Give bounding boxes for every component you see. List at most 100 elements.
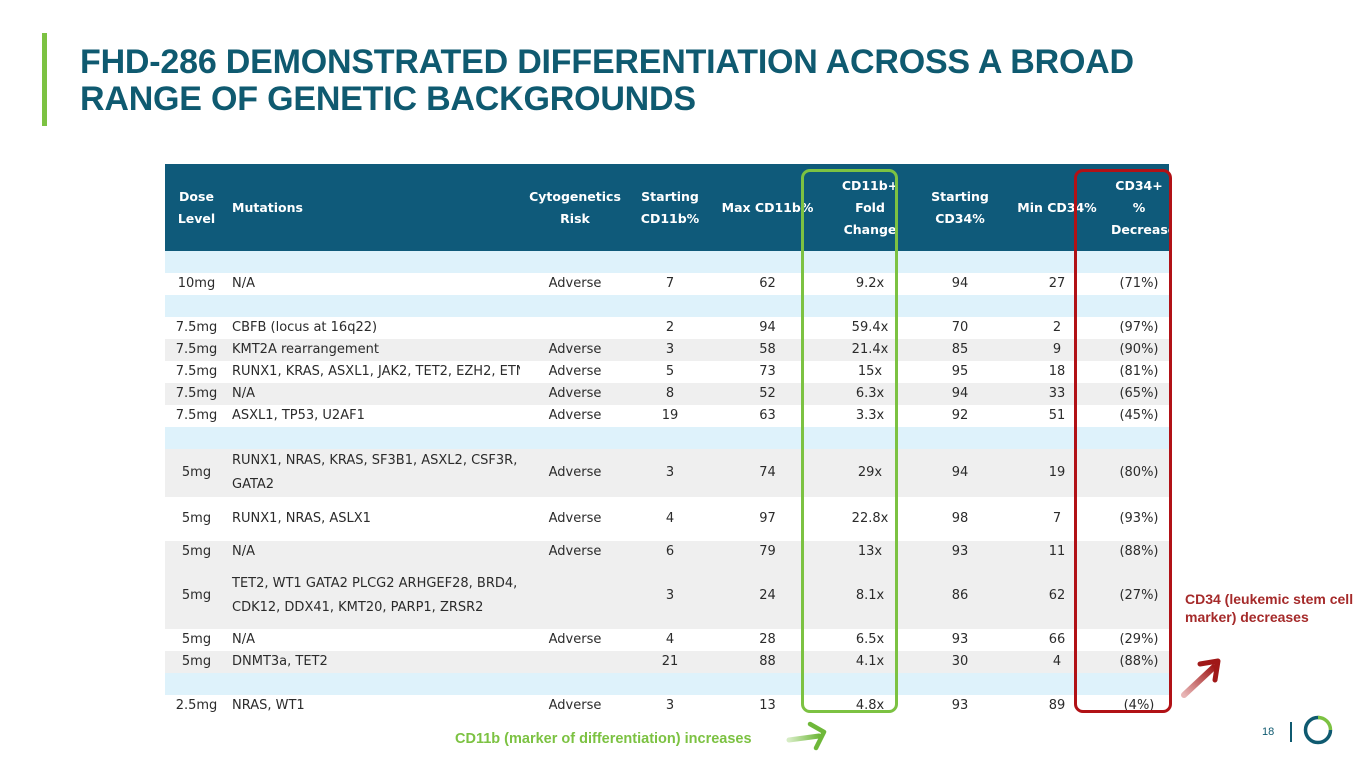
cell-risk: Adverse [520, 273, 630, 295]
cell-start-cd34: 85 [915, 339, 1005, 361]
cell-start-cd11b: 2 [630, 317, 710, 339]
cell-dose: 5mg [165, 497, 228, 541]
green-arrow-icon [786, 721, 827, 751]
table-row: 5mg N/A Adverse 6 79 13x 93 11 (88%) [165, 541, 1169, 563]
cell-decrease: (27%) [1109, 563, 1169, 629]
cell-mutations: RUNX1, KRAS, ASXL1, JAK2, TET2, EZH2, ET… [228, 361, 520, 383]
cd34-annotation: CD34 (leukemic stem cell marker) decreas… [1185, 591, 1354, 625]
cell-min-cd34: 7 [1005, 497, 1109, 541]
cell-dose: 7.5mg [165, 339, 228, 361]
cell-fold-change: 21.4x [825, 339, 915, 361]
table-row: 5mg N/A Adverse 4 28 6.5x 93 66 (29%) [165, 629, 1169, 651]
cell-mutations: CBFB (locus at 16q22) [228, 317, 520, 339]
cell-start-cd11b: 4 [630, 629, 710, 651]
header-starting-cd34: Starting CD34% [915, 164, 1005, 251]
table-row: 2.5mg NRAS, WT1 Adverse 3 13 4.8x 93 89 … [165, 695, 1169, 717]
table-row: 10mg N/A Adverse 7 62 9.2x 94 27 (71%) [165, 273, 1169, 295]
cell-min-cd34: 66 [1005, 629, 1109, 651]
group-spacer-row [165, 295, 1169, 317]
table-row: 7.5mg ASXL1, TP53, U2AF1 Adverse 19 63 3… [165, 405, 1169, 427]
cell-min-cd34: 4 [1005, 651, 1109, 673]
cell-risk: Adverse [520, 361, 630, 383]
cell-min-cd34: 33 [1005, 383, 1109, 405]
results-table: Dose Level Mutations Cytogenetics Risk Sta… [165, 164, 1176, 717]
cell-min-cd34: 19 [1005, 449, 1109, 497]
cell-max-cd11b: 52 [710, 383, 825, 405]
cell-min-cd34: 27 [1005, 273, 1109, 295]
cell-fold-change: 6.5x [825, 629, 915, 651]
cell-dose: 7.5mg [165, 405, 228, 427]
cell-start-cd34: 70 [915, 317, 1005, 339]
group-spacer-row [165, 427, 1169, 449]
cell-min-cd34: 51 [1005, 405, 1109, 427]
header-dose-level: Dose Level [165, 164, 228, 251]
cell-start-cd11b: 3 [630, 449, 710, 497]
cell-dose: 5mg [165, 541, 228, 563]
table-row: 7.5mg N/A Adverse 8 52 6.3x 94 33 (65%) [165, 383, 1169, 405]
cell-decrease: (88%) [1109, 651, 1169, 673]
cell-start-cd11b: 21 [630, 651, 710, 673]
table-row: 5mg RUNX1, NRAS, ASLX1 Adverse 4 97 22.8… [165, 497, 1169, 541]
cell-mutations: N/A [228, 273, 520, 295]
cell-decrease: (80%) [1109, 449, 1169, 497]
cell-min-cd34: 9 [1005, 339, 1109, 361]
cell-dose: 7.5mg [165, 317, 228, 339]
cell-max-cd11b: 24 [710, 563, 825, 629]
cell-fold-change: 29x [825, 449, 915, 497]
cell-start-cd11b: 8 [630, 383, 710, 405]
table-row: 5mg DNMT3a, TET2 21 88 4.1x 30 4 (88%) [165, 651, 1169, 673]
cell-decrease: (88%) [1109, 541, 1169, 563]
cell-max-cd11b: 97 [710, 497, 825, 541]
cell-dose: 7.5mg [165, 361, 228, 383]
cell-decrease: (65%) [1109, 383, 1169, 405]
cell-risk [520, 563, 630, 629]
red-arrow-icon [1181, 658, 1221, 698]
table-header-row: Dose Level Mutations Cytogenetics Risk Sta… [165, 164, 1176, 251]
header-cytogenetics-risk: Cytogenetics Risk [520, 164, 630, 251]
cell-decrease: (45%) [1109, 405, 1169, 427]
cell-max-cd11b: 63 [710, 405, 825, 427]
table-row: 7.5mg KMT2A rearrangement Adverse 3 58 2… [165, 339, 1169, 361]
cell-dose: 10mg [165, 273, 228, 295]
cell-start-cd34: 94 [915, 273, 1005, 295]
cell-mutations: N/A [228, 629, 520, 651]
header-cd34-decrease: CD34+% Decrease [1109, 164, 1176, 251]
cell-start-cd34: 95 [915, 361, 1005, 383]
logo-ring-icon [1303, 715, 1333, 745]
cell-risk: Adverse [520, 497, 630, 541]
cell-start-cd11b: 3 [630, 563, 710, 629]
cell-max-cd11b: 58 [710, 339, 825, 361]
cell-min-cd34: 18 [1005, 361, 1109, 383]
cell-mutations: NRAS, WT1 [228, 695, 520, 717]
cd11b-fold-change-highlight [801, 169, 898, 713]
cell-start-cd34: 94 [915, 383, 1005, 405]
cell-dose: 5mg [165, 563, 228, 629]
cell-start-cd11b: 19 [630, 405, 710, 427]
cell-start-cd11b: 4 [630, 497, 710, 541]
table-row: 5mg TET2, WT1 GATA2 PLCG2 ARHGEF28, BRD4… [165, 563, 1169, 629]
cell-decrease: (93%) [1109, 497, 1169, 541]
cell-dose: 7.5mg [165, 383, 228, 405]
cell-max-cd11b: 73 [710, 361, 825, 383]
cell-start-cd34: 93 [915, 629, 1005, 651]
cell-start-cd34: 86 [915, 563, 1005, 629]
cell-min-cd34: 2 [1005, 317, 1109, 339]
cell-max-cd11b: 79 [710, 541, 825, 563]
table-row: 7.5mg CBFB (locus at 16q22) 2 94 59.4x 7… [165, 317, 1169, 339]
cell-max-cd11b: 74 [710, 449, 825, 497]
cell-mutations: DNMT3a, TET2 [228, 651, 520, 673]
cell-start-cd11b: 5 [630, 361, 710, 383]
cell-max-cd11b: 13 [710, 695, 825, 717]
cell-max-cd11b: 62 [710, 273, 825, 295]
cell-start-cd34: 93 [915, 541, 1005, 563]
cell-risk: Adverse [520, 405, 630, 427]
header-starting-cd11b: Starting CD11b% [630, 164, 710, 251]
slide-title: FHD-286 DEMONSTRATED DIFFERENTIATION ACR… [80, 43, 1134, 118]
cell-decrease: (71%) [1109, 273, 1169, 295]
cell-mutations: RUNX1, NRAS, KRAS, SF3B1, ASXL2, CSF3R, … [228, 449, 520, 497]
cell-risk: Adverse [520, 629, 630, 651]
cell-fold-change: 15x [825, 361, 915, 383]
cell-risk: Adverse [520, 541, 630, 563]
header-cd11b-fold-change: CD11b+ Fold Change [825, 164, 915, 251]
cell-start-cd34: 93 [915, 695, 1005, 717]
